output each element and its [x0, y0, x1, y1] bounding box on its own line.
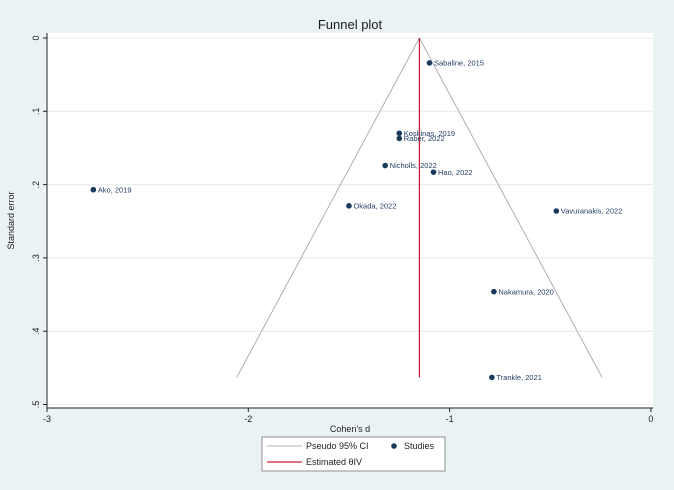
x-tick-label: -2 [244, 414, 252, 424]
study-point-label: Nakamura, 2020 [498, 287, 553, 296]
study-point-label: Okada, 2022 [353, 202, 396, 211]
x-tick-label: 0 [648, 414, 653, 424]
funnel-left-bound [236, 37, 420, 378]
chart-title: Funnel plot [318, 17, 383, 32]
study-point-label: Koskinas, 2019 [404, 129, 455, 138]
x-axis-title: Cohen's d [330, 424, 370, 434]
legend-box [261, 436, 446, 472]
x-tick-label: -3 [43, 414, 51, 424]
study-point [396, 130, 403, 137]
study-point-label: Ako, 2019 [98, 185, 132, 194]
y-axis-title: Standard error [6, 191, 16, 249]
y-axis-ticks: 0 .1 .2 .3 .4 .5 [31, 35, 47, 408]
y-tick-label: .4 [31, 327, 41, 335]
legend-studies-marker [391, 443, 397, 449]
study-point [346, 203, 352, 209]
study-point-label: Sabaline, 2015 [434, 59, 484, 68]
grid-lines [47, 37, 653, 405]
study-point [90, 186, 97, 193]
axes [46, 33, 653, 409]
pseudo-ci-funnel [236, 37, 603, 378]
legend: Pseudo 95% CI Studies Estimated θIV [261, 436, 446, 472]
legend-estimate-label: Estimated θIV [306, 457, 362, 467]
study-point-label: Nicholls, 2022 [390, 161, 437, 170]
y-tick-label: .3 [31, 254, 41, 262]
study-point [553, 208, 560, 214]
study-point-label: Trankle, 2021 [496, 373, 542, 382]
y-tick-label: .2 [31, 181, 41, 189]
study-point-label: Hao, 2022 [438, 168, 473, 177]
y-tick-label: .5 [31, 401, 41, 409]
x-tick-label: -1 [446, 414, 454, 424]
x-axis-ticks: -3 -2 -1 0 [43, 408, 653, 424]
study-point-label: Raber, 2022 [404, 134, 445, 143]
legend-ci-label: Pseudo 95% CI [306, 441, 369, 451]
study-point [426, 60, 433, 66]
study-point [430, 169, 437, 175]
plot-area [47, 33, 653, 408]
legend-studies-label: Studies [404, 441, 435, 451]
study-point [489, 374, 495, 381]
funnel-right-bound [418, 37, 603, 378]
study-point-label: Vavuranakis, 2022 [561, 207, 623, 216]
study-point [396, 135, 403, 142]
y-tick-label: .1 [31, 108, 41, 116]
study-point [382, 162, 388, 169]
study-point [491, 288, 497, 295]
y-tick-label: 0 [31, 35, 41, 40]
